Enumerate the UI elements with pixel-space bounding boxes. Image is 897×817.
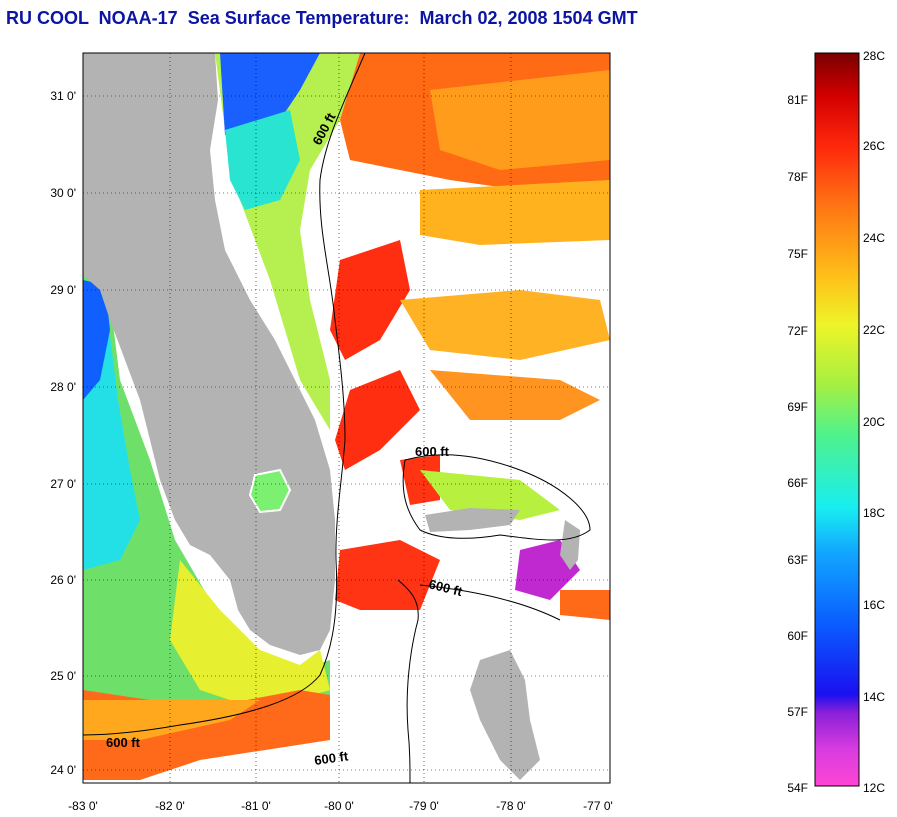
map-graticule xyxy=(83,53,610,783)
gulf-stream-orange-north xyxy=(430,70,610,170)
fahrenheit-label: 60F xyxy=(787,629,808,643)
gulf-ocean-region xyxy=(83,270,330,730)
contour-label-south: 600 ft xyxy=(313,748,349,768)
fahrenheit-label: 63F xyxy=(787,553,808,567)
fahrenheit-label: 69F xyxy=(787,400,808,414)
celsius-label: 18C xyxy=(863,506,885,520)
gulf-stream-core-3 xyxy=(335,540,440,610)
lon-tick-label: -79 0' xyxy=(409,799,439,813)
gulf-stream-orange-mid xyxy=(400,290,610,360)
map-title: RU COOL NOAA-17 Sea Surface Temperature:… xyxy=(6,8,638,28)
celsius-label: 14C xyxy=(863,690,885,704)
longitude-axis: -83 0' -82 0' -81 0' -80 0' -79 0' -78 0… xyxy=(68,799,613,813)
lat-tick-label: 24 0' xyxy=(50,763,76,777)
fahrenheit-label: 81F xyxy=(787,93,808,107)
fahrenheit-label: 54F xyxy=(787,781,808,795)
atlantic-cyan-patch xyxy=(225,110,300,210)
lon-tick-label: -83 0' xyxy=(68,799,98,813)
lon-tick-label: -78 0' xyxy=(496,799,526,813)
lat-tick-label: 27 0' xyxy=(50,477,76,491)
celsius-label: 28C xyxy=(863,49,885,63)
shelf-contour-little-bahama-bank xyxy=(402,454,591,541)
fahrenheit-label: 72F xyxy=(787,324,808,338)
gulf-yellow-band xyxy=(170,560,330,710)
contour-label-bahama-bank: 600 ft xyxy=(415,444,450,459)
grand-bahama-island xyxy=(425,508,520,532)
lon-tick-label: -82 0' xyxy=(155,799,185,813)
lake-okeechobee xyxy=(248,468,292,514)
lon-tick-label: -81 0' xyxy=(241,799,271,813)
celsius-label: 12C xyxy=(863,781,885,795)
colorbar-gradient xyxy=(814,52,860,787)
celsius-label: 16C xyxy=(863,598,885,612)
lon-tick-label: -77 0' xyxy=(583,799,613,813)
keys-orange-band xyxy=(83,700,260,740)
celsius-label: 20C xyxy=(863,415,885,429)
contour-label-keys: 600 ft xyxy=(106,735,141,750)
colorbar-celsius-scale: 28C 26C 24C 22C 20C 18C 16C 14C 12C xyxy=(863,49,885,795)
lon-tick-label: -80 0' xyxy=(324,799,354,813)
fahrenheit-label: 75F xyxy=(787,247,808,261)
colorbar: 81F 78F 75F 72F 69F 66F 63F 60F 57F 54F … xyxy=(787,49,885,795)
lat-tick-label: 25 0' xyxy=(50,669,76,683)
shelf-contour-great-bahama-bank xyxy=(397,579,419,783)
gulf-stream-core-2 xyxy=(335,370,420,470)
bahamas-warm-patch xyxy=(400,455,440,505)
lat-tick-label: 29 0' xyxy=(50,283,76,297)
lat-tick-label: 31 0' xyxy=(50,89,76,103)
shelf-contour-florida xyxy=(83,53,366,736)
celsius-label: 26C xyxy=(863,139,885,153)
colorbar-fahrenheit-scale: 81F 78F 75F 72F 69F 66F 63F 60F 57F 54F xyxy=(787,93,808,795)
lat-tick-label: 26 0' xyxy=(50,573,76,587)
great-abaco-island xyxy=(560,520,580,570)
gulf-blue-patch xyxy=(83,280,110,400)
gulf-stream-east-band xyxy=(420,180,610,245)
andros-island xyxy=(470,650,540,780)
celsius-label: 22C xyxy=(863,323,885,337)
lat-tick-label: 30 0' xyxy=(50,186,76,200)
bahamas-yellow-green-patch xyxy=(420,470,560,520)
southeast-orange-patch xyxy=(560,590,610,620)
fahrenheit-label: 78F xyxy=(787,170,808,184)
gulf-stream-core-1 xyxy=(330,240,410,360)
fahrenheit-label: 57F xyxy=(787,705,808,719)
shelf-contour-south xyxy=(419,584,561,621)
gulf-stream-orange-south xyxy=(430,370,600,420)
celsius-label: 24C xyxy=(863,231,885,245)
latitude-axis: 31 0' 30 0' 29 0' 28 0' 27 0' 26 0' 25 0… xyxy=(50,89,76,777)
fahrenheit-label: 66F xyxy=(787,476,808,490)
atlantic-blue-patch xyxy=(220,53,320,140)
map-frame xyxy=(82,52,611,784)
map-area: 600 ft 600 ft 600 ft 600 ft 600 ft xyxy=(83,53,610,783)
lat-tick-label: 28 0' xyxy=(50,380,76,394)
